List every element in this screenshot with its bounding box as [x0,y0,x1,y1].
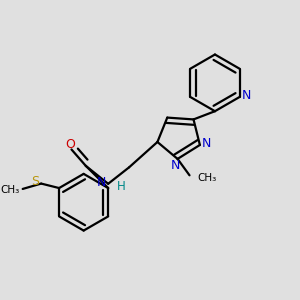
Text: CH₃: CH₃ [197,173,216,183]
Text: N: N [97,176,106,189]
Text: S: S [31,175,39,188]
Text: H: H [116,180,125,193]
Text: N: N [202,137,211,150]
Text: CH₃: CH₃ [0,185,20,195]
Text: N: N [242,89,251,102]
Text: O: O [65,138,75,151]
Text: N: N [170,159,180,172]
